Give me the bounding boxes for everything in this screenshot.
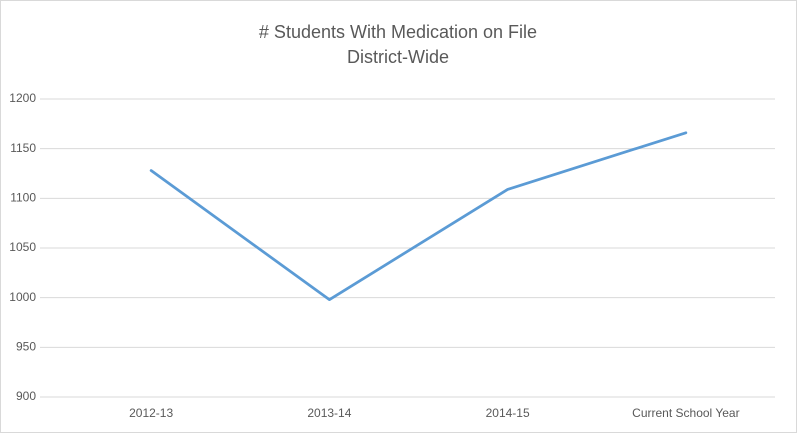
- y-tick-label: 1200: [9, 91, 36, 105]
- chart-subtitle: District-Wide: [347, 47, 449, 67]
- chart-title: # Students With Medication on File: [259, 22, 537, 42]
- x-tick-label: 2014-15: [486, 406, 530, 420]
- y-tick-label: 1100: [10, 191, 36, 205]
- x-tick-label: Current School Year: [632, 406, 739, 420]
- line-series: [149, 131, 688, 302]
- y-tick-label: 950: [16, 340, 36, 354]
- x-tick-label: 2012-13: [129, 406, 173, 420]
- y-tick-label: 1150: [10, 141, 36, 155]
- y-tick-label: 900: [16, 389, 36, 403]
- y-tick-label: 1000: [9, 290, 36, 304]
- y-tick-label: 1050: [9, 240, 36, 254]
- x-tick-label: 2013-14: [307, 406, 351, 420]
